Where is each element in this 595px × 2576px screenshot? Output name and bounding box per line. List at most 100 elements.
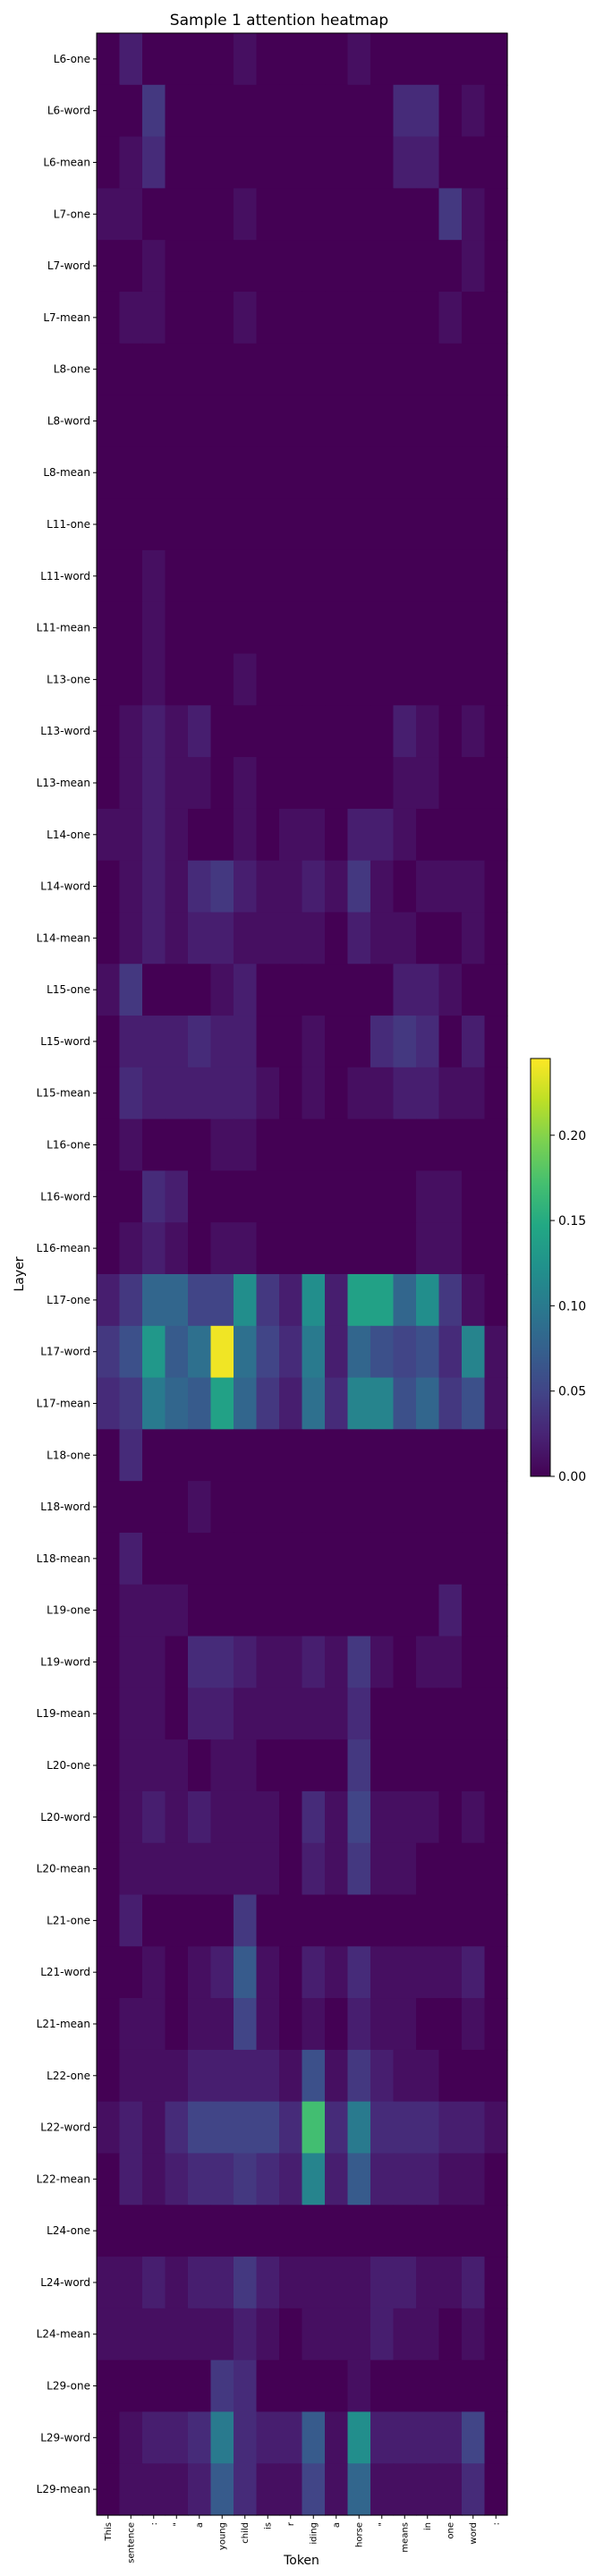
heatmap-cell [256,1842,280,1896]
heatmap-cell [462,912,486,965]
heatmap-cell [370,2101,395,2155]
heatmap-cell [325,1636,349,1688]
y-tick-label: L6-word [47,105,90,117]
heatmap-cell [210,860,234,914]
heatmap-cell [438,1688,463,1740]
heatmap-cell [119,2257,143,2309]
heatmap-cell [234,2101,258,2155]
heatmap-cell [119,395,143,447]
heatmap-cell [210,2359,234,2413]
x-axis-label: Token [283,2554,319,2568]
heatmap-cell [393,808,417,862]
y-tick-label: L13-mean [37,777,90,789]
heatmap-cell [370,1790,395,1844]
heatmap-cell [188,2463,212,2516]
heatmap-cell [256,2257,280,2309]
heatmap-cell [484,1067,508,1120]
heatmap-cell [438,912,463,965]
heatmap-cell [370,549,395,603]
heatmap-cell [165,1998,189,2051]
heatmap-cell [393,2359,417,2413]
heatmap-cell [325,964,349,1016]
heatmap-cell [97,2308,121,2361]
heatmap-cell [370,1067,395,1120]
heatmap-cell [210,1377,234,1430]
heatmap-cell [347,1222,371,1275]
heatmap-cell [165,549,189,603]
heatmap-cell [165,808,189,862]
heatmap-cell [210,757,234,810]
heatmap-cell [393,1688,417,1740]
heatmap-cell [279,2257,303,2309]
heatmap-cell [119,1016,143,1068]
heatmap-cell [234,291,258,344]
heatmap-cell [119,1739,143,1792]
heatmap-cell [393,860,417,914]
heatmap-cell [234,84,258,138]
heatmap-cell [438,1946,463,1999]
heatmap-cell [279,2411,303,2464]
heatmap-cell [142,498,166,551]
heatmap-cell [370,860,395,914]
heatmap-cell [325,1481,349,1534]
heatmap-cell [393,188,417,241]
heatmap-cell [302,1998,326,2051]
heatmap-cell [142,291,166,344]
heatmap-cell [462,2101,486,2155]
heatmap-cell [234,549,258,603]
heatmap-cell [484,291,508,344]
heatmap-cell [279,653,303,706]
heatmap-cell [325,2359,349,2413]
heatmap-cell [279,1016,303,1068]
heatmap-cell [97,1222,121,1275]
heatmap-cell [142,1998,166,2051]
heatmap-cell [97,498,121,551]
heatmap-cell [97,1429,121,1482]
heatmap-cell [325,188,349,241]
heatmap-cell [234,33,258,86]
heatmap-cell [256,1532,280,1586]
x-tick-label: r [286,2521,296,2526]
heatmap-cell [188,1636,212,1688]
heatmap-cell [210,1636,234,1688]
heatmap-cell [234,1946,258,1999]
heatmap-cell [325,1532,349,1586]
heatmap-cell [484,33,508,86]
heatmap-cell [97,1842,121,1896]
heatmap-cell [210,808,234,862]
heatmap-cell [370,705,395,758]
heatmap-cell [234,188,258,241]
heatmap-cell [142,1636,166,1688]
heatmap-cell [416,1946,440,1999]
heatmap-cell [234,808,258,862]
heatmap-cell [393,1842,417,1896]
heatmap-cell [302,549,326,603]
heatmap-cell [416,84,440,138]
heatmap-cell [347,2153,371,2206]
heatmap-cell [234,343,258,396]
heatmap-cell [97,395,121,447]
heatmap-cell [97,1118,121,1172]
heatmap-cell [438,1067,463,1120]
heatmap-cell [256,291,280,344]
y-tick-label: L22-word [40,2121,90,2134]
heatmap-cell [462,343,486,396]
heatmap-cell [462,860,486,914]
heatmap-cell [165,1429,189,1482]
heatmap-cell [279,395,303,447]
y-axis-label: Layer [13,1256,27,1291]
heatmap-cell [119,1377,143,1430]
heatmap-cell [279,240,303,293]
heatmap-cell [347,2308,371,2361]
heatmap-cell [393,1067,417,1120]
heatmap-cell [393,601,417,655]
heatmap-cell [370,653,395,706]
heatmap-cell [462,757,486,810]
heatmap-cell [438,188,463,241]
heatmap-cell [484,1584,508,1637]
heatmap-cell [188,1481,212,1534]
heatmap-cell [279,1688,303,1740]
heatmap-cell [256,1377,280,1430]
heatmap-cell [142,1688,166,1740]
y-tick-label: L17-word [40,1346,90,1358]
